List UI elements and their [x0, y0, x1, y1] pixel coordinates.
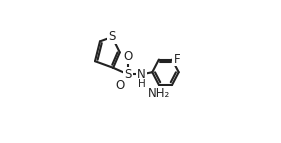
- Text: NH₂: NH₂: [148, 87, 170, 100]
- Text: O: O: [123, 50, 133, 63]
- Text: N: N: [137, 68, 146, 81]
- Text: O: O: [116, 79, 125, 92]
- Text: F: F: [173, 52, 180, 65]
- Text: S: S: [108, 30, 116, 43]
- Text: S: S: [124, 68, 132, 81]
- Text: H: H: [138, 79, 146, 89]
